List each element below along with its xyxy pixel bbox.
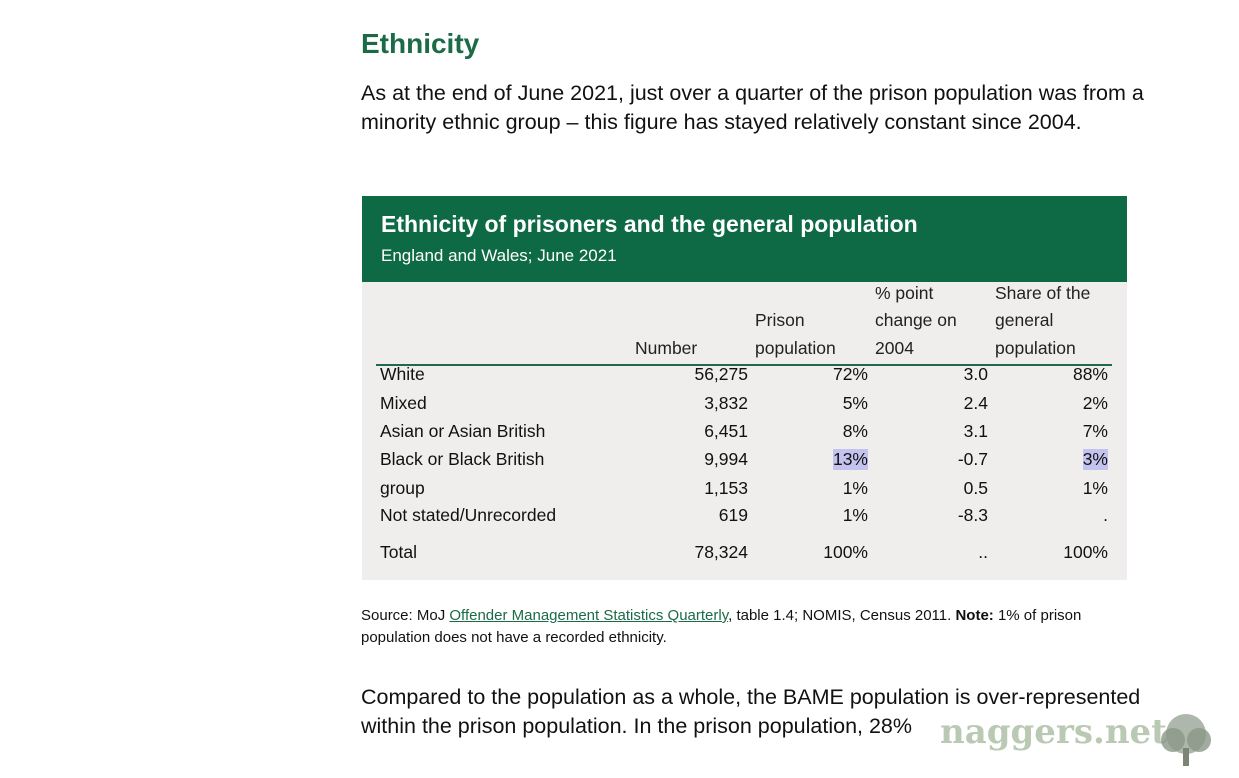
cell-number: 1,153 — [704, 478, 748, 498]
table-row: Mixed 3,832 5% 2.4 2% — [362, 393, 1127, 421]
cell-change: 2.4 — [963, 393, 988, 413]
section-heading: Ethnicity — [361, 28, 480, 59]
source-middle: , table 1.4; NOMIS, Census 2011. — [728, 607, 956, 624]
table-column-headers: Number Prison population % point change … — [376, 282, 1112, 366]
table-row: White 56,275 72% 3.0 88% — [362, 364, 1127, 392]
cell-label: Mixed — [380, 393, 427, 413]
cell-change: 3.0 — [963, 364, 988, 384]
cell-prison: 1% — [842, 505, 868, 525]
cell-change: -0.7 — [957, 449, 988, 469]
source-note: Source: MoJ Offender Management Statisti… — [361, 605, 1121, 649]
cell-share: . — [1103, 505, 1108, 525]
col-prison-population: Prison population — [755, 310, 836, 358]
closing-paragraph: Compared to the population as a whole, t… — [361, 685, 1141, 738]
cell-prison: 13% — [832, 449, 868, 470]
cell-change: .. — [978, 542, 988, 562]
cell-number: 9,994 — [704, 449, 748, 469]
intro-paragraph: As at the end of June 2021, just over a … — [361, 81, 1144, 134]
table-row: Black or Black British 9,994 13% -0.7 3% — [362, 449, 1127, 477]
cell-label: Black or Black British — [380, 449, 545, 469]
ethnicity-table-box: Ethnicity of prisoners and the general p… — [362, 196, 1127, 580]
cell-share: 1% — [1082, 478, 1108, 498]
note-text: 1% of prison population does not have a … — [361, 607, 1082, 646]
col-point-change: % point change on 2004 — [875, 282, 957, 358]
cell-prison: 1% — [842, 478, 868, 498]
cell-number: 56,275 — [694, 364, 748, 384]
cell-number: 6,451 — [704, 421, 748, 441]
cell-number: 78,324 — [694, 542, 748, 562]
cell-share: 7% — [1082, 421, 1108, 441]
watermark: naggers.net — [940, 712, 1167, 752]
tree-logo-icon — [1161, 714, 1211, 766]
cell-change: 0.5 — [963, 478, 988, 498]
cell-label: Not stated/Unrecorded — [380, 505, 557, 525]
table-title: Ethnicity of prisoners and the general p… — [381, 211, 918, 237]
source-prefix: Source: MoJ — [361, 607, 450, 624]
cell-share: 3% — [1082, 449, 1108, 470]
note-label: Note: — [955, 607, 994, 624]
cell-prison: 5% — [842, 393, 868, 413]
cell-label: Total — [380, 542, 417, 562]
cell-number: 3,832 — [704, 393, 748, 413]
cell-label: White — [380, 364, 425, 384]
cell-share: 88% — [1072, 364, 1108, 384]
cell-label: Asian or Asian British — [380, 421, 546, 441]
cell-label: group — [380, 478, 425, 498]
cell-share: 2% — [1082, 393, 1108, 413]
cell-prison: 100% — [823, 542, 868, 562]
col-share-general: Share of the general population — [995, 282, 1091, 358]
table-row: Not stated/Unrecorded 619 1% -8.3. — [362, 505, 1127, 533]
cell-change: 3.1 — [963, 421, 988, 441]
col-number: Number — [635, 337, 698, 358]
table-row: Asian or Asian British 6,451 8% 3.1 7% — [362, 421, 1127, 449]
cell-change: -8.3 — [957, 505, 988, 525]
table-header-banner: Ethnicity of prisoners and the general p… — [362, 196, 1127, 282]
cell-share: 100% — [1063, 542, 1108, 562]
cell-prison: 8% — [842, 421, 868, 441]
total-row: Total 78,324 100%.. 100% — [362, 542, 1127, 570]
table-row: group 1,153 1% 0.5 1% — [362, 478, 1127, 506]
cell-number: 619 — [718, 505, 748, 525]
table-subtitle: England and Wales; June 2021 — [381, 246, 617, 265]
cell-prison: 72% — [832, 364, 868, 384]
source-link[interactable]: Offender Management Statistics Quarterly — [449, 607, 729, 624]
